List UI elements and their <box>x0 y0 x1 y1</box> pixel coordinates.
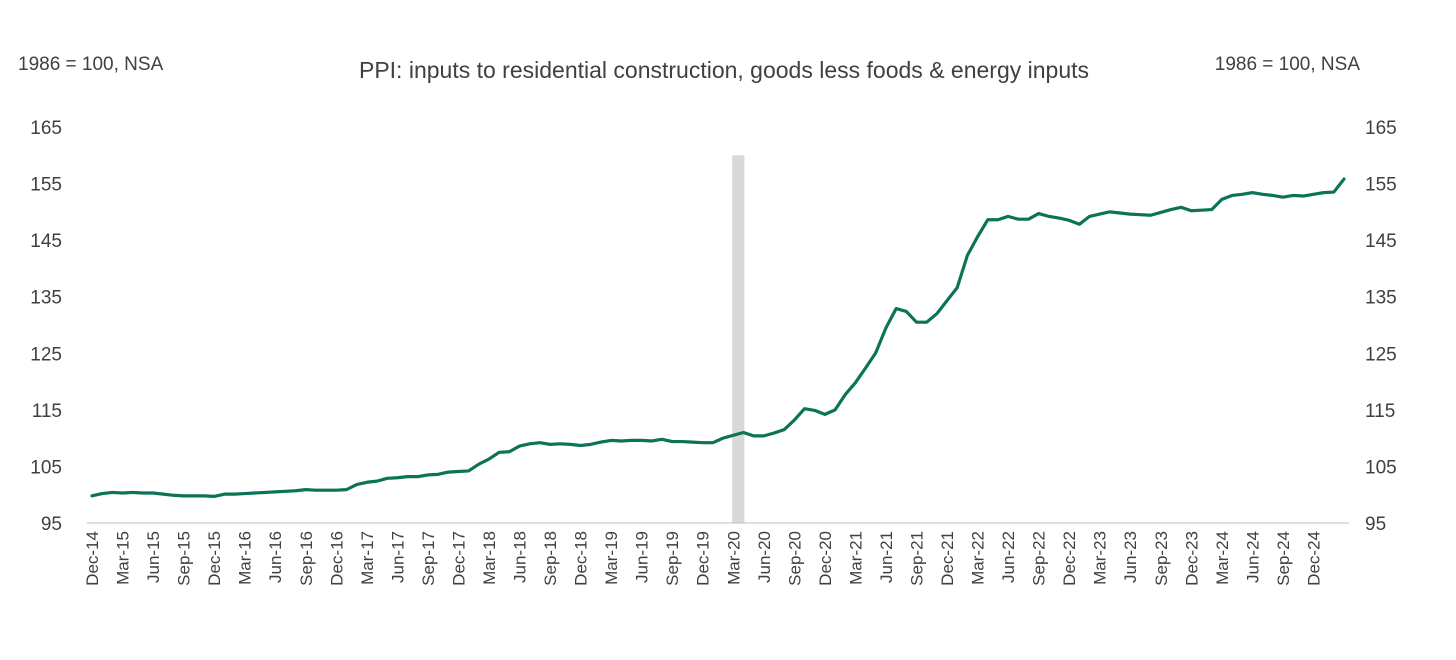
y-tick-label-left: 135 <box>30 288 62 309</box>
y-axis-left: 95 105 115 125 135 145 155 165 <box>30 118 62 535</box>
x-tick-label: Mar-20 <box>724 531 743 585</box>
x-tick-label: Dec-18 <box>572 531 591 586</box>
y-tick-label-right: 95 <box>1365 514 1386 535</box>
y-tick-label-right: 115 <box>1365 401 1395 422</box>
x-tick-label: Jun-20 <box>755 531 774 583</box>
x-tick-label: Mar-17 <box>358 531 377 585</box>
x-tick-label: Jun-24 <box>1243 531 1262 583</box>
x-tick-label: Mar-15 <box>114 531 133 585</box>
x-axis-ticks: Dec-14 Mar-15 Jun-15 Sep-15 Dec-15 Mar-16 Jun-… <box>83 531 1324 586</box>
y-tick-label-right: 135 <box>1365 288 1397 309</box>
x-tick-label: Sep-21 <box>908 531 927 586</box>
x-tick-label: Jun-16 <box>266 531 285 583</box>
y-tick-label-right: 105 <box>1365 457 1397 478</box>
x-tick-label: Jun-21 <box>877 531 896 583</box>
x-tick-label: Sep-19 <box>663 531 682 586</box>
y-tick-label-left: 105 <box>30 457 62 478</box>
x-tick-label: Dec-21 <box>938 531 957 586</box>
y-tick-label-left: 115 <box>32 401 62 422</box>
left-axis-units: 1986 = 100, NSA <box>18 54 164 75</box>
x-tick-label: Dec-16 <box>327 531 346 586</box>
x-tick-label: Sep-18 <box>541 531 560 586</box>
chart-title: PPI: inputs to residential construction,… <box>359 57 1089 83</box>
x-tick-label: Mar-21 <box>846 531 865 585</box>
y-tick-label-right: 155 <box>1365 175 1397 196</box>
y-tick-label-right: 145 <box>1365 231 1397 252</box>
x-tick-label: Sep-23 <box>1152 531 1171 586</box>
y-tick-label-left: 165 <box>30 118 62 139</box>
x-tick-label: Dec-17 <box>449 531 468 586</box>
x-tick-label: Mar-23 <box>1091 531 1110 585</box>
x-tick-label: Sep-22 <box>1030 531 1049 586</box>
y-tick-label-left: 125 <box>30 344 62 365</box>
y-tick-label-left: 145 <box>30 231 62 252</box>
right-axis-units: 1986 = 100, NSA <box>1215 54 1361 75</box>
x-tick-label: Dec-24 <box>1305 531 1324 586</box>
x-tick-label: Mar-22 <box>969 531 988 585</box>
x-tick-label: Dec-23 <box>1182 531 1201 586</box>
x-tick-label: Sep-16 <box>297 531 316 586</box>
x-tick-label: Sep-15 <box>175 531 194 586</box>
x-tick-label: Jun-17 <box>388 531 407 583</box>
recession-shading <box>732 155 745 524</box>
series-line <box>90 177 1346 499</box>
x-tick-label: Dec-20 <box>816 531 835 586</box>
x-tick-label: Mar-19 <box>602 531 621 585</box>
x-tick-label: Sep-20 <box>785 531 804 586</box>
y-tick-label-right: 125 <box>1365 344 1397 365</box>
x-tick-label: Jun-18 <box>511 531 530 583</box>
x-tick-label: Jun-22 <box>999 531 1018 583</box>
x-tick-label: Sep-24 <box>1274 531 1293 586</box>
y-tick-label-right: 165 <box>1365 118 1397 139</box>
x-tick-label: Dec-19 <box>694 531 713 586</box>
y-tick-label-left: 95 <box>41 514 62 535</box>
x-tick-label: Mar-24 <box>1213 531 1232 585</box>
x-tick-label: Dec-22 <box>1060 531 1079 586</box>
x-tick-label: Dec-15 <box>205 531 224 586</box>
x-tick-label: Sep-17 <box>419 531 438 586</box>
x-tick-label: Jun-19 <box>633 531 652 583</box>
y-tick-label-left: 155 <box>30 175 62 196</box>
x-tick-label: Dec-14 <box>83 531 102 586</box>
x-tick-label: Jun-15 <box>144 531 163 583</box>
y-axis-right: 95 105 115 125 135 145 155 165 <box>1365 118 1397 535</box>
x-tick-label: Jun-23 <box>1121 531 1140 583</box>
x-tick-label: Mar-16 <box>236 531 255 585</box>
x-tick-label: Mar-18 <box>480 531 499 585</box>
